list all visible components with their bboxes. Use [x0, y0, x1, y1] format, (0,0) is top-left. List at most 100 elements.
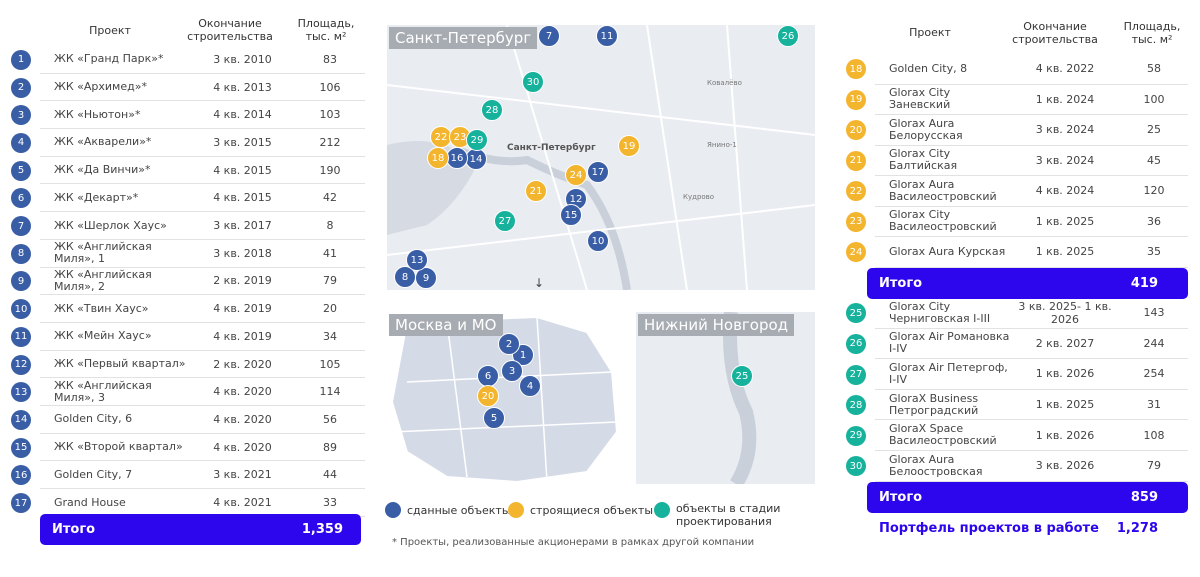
map-nn: Нижний Новгород — [636, 312, 815, 484]
project-name: ЖК «Первый квартал» — [54, 357, 186, 371]
map-marker-30[interactable]: 30 — [522, 71, 544, 93]
completion-date: 2 кв. 2020 — [213, 357, 272, 371]
table-row: ЖК «Второй квартал» 4 кв. 2020 89 — [40, 434, 365, 462]
map-marker-16[interactable]: 16 — [446, 147, 468, 169]
project-name: Glorax Aura Белоостровская — [889, 452, 983, 478]
map-marker-4[interactable]: 4 — [519, 375, 541, 397]
completion-date: 4 кв. 2015 — [213, 191, 272, 205]
table-row: Glorax Aura Белорусская 3 кв. 2024 25 — [875, 115, 1188, 146]
project-number-marker: 9 — [11, 271, 31, 292]
project-number-marker: 2 — [11, 77, 31, 98]
project-number-marker: 24 — [846, 242, 866, 263]
completion-date: 4 кв. 2021 — [213, 496, 272, 510]
left-header-end: Окончание строительства — [187, 17, 273, 43]
project-number-marker: 18 — [846, 59, 866, 80]
map-marker-25[interactable]: 25 — [731, 365, 753, 387]
completion-date: 1 кв. 2026 — [1035, 428, 1095, 442]
map-marker-7[interactable]: 7 — [538, 25, 560, 47]
completion-date: 3 кв. 2024 — [1035, 123, 1095, 137]
map-marker-14[interactable]: 14 — [465, 148, 487, 170]
footnote: * Проекты, реализованные акционерами в р… — [392, 537, 755, 548]
area-value: 36 — [1147, 214, 1161, 228]
map-marker-15[interactable]: 15 — [560, 204, 582, 226]
table-row: Glorax City Черниговская I-III 3 кв. 2025… — [875, 298, 1188, 329]
project-name: Glorax Aura Белорусская — [889, 116, 963, 142]
table-row: Glorax City Василеостровский 1 кв. 2025 36 — [875, 207, 1188, 237]
area-value: 41 — [323, 246, 337, 260]
table-row: ЖК «Английская Миля», 2 2 кв. 2019 79 — [40, 268, 365, 296]
map-marker-6[interactable]: 6 — [477, 365, 499, 387]
table-row: ЖК «Да Винчи»* 4 кв. 2015 190 — [40, 157, 365, 185]
project-number-marker: 23 — [846, 211, 866, 232]
portfolio-value: 1,278 — [1116, 520, 1158, 536]
project-name: ЖК «Архимед»* — [54, 80, 147, 94]
area-value: 244 — [1143, 336, 1165, 350]
map-marker-10[interactable]: 10 — [587, 230, 609, 252]
table-row: Golden City, 6 4 кв. 2020 56 — [40, 406, 365, 434]
map-marker-19[interactable]: 19 — [618, 135, 640, 157]
table-row: Golden City, 7 3 кв. 2021 44 — [40, 462, 365, 490]
map-marker-18[interactable]: 18 — [427, 147, 449, 169]
legend-construction: строящиеся объекты — [508, 502, 653, 518]
area-value: 89 — [323, 440, 337, 454]
legend-design: объекты в стадии проектирования — [654, 502, 794, 528]
nn-map-title: Нижний Новгород — [638, 314, 795, 336]
map-marker-23[interactable]: 23 — [449, 126, 471, 148]
map-marker-3[interactable]: 3 — [501, 360, 523, 382]
map-marker-21[interactable]: 21 — [525, 180, 547, 202]
project-number-marker: 4 — [11, 132, 31, 153]
map-marker-13[interactable]: 13 — [406, 249, 428, 271]
completion-date: 1 кв. 2025 — [1035, 398, 1095, 412]
map-marker-28[interactable]: 28 — [481, 99, 503, 121]
project-name: Glorax Aura Курская — [889, 244, 1006, 258]
map-marker-26[interactable]: 26 — [777, 25, 799, 47]
completion-date: 3 кв. 2024 — [1035, 153, 1095, 167]
completion-date: 4 кв. 2022 — [1035, 62, 1095, 76]
area-value: 42 — [323, 191, 337, 205]
right-total-construction: Итого 419 — [867, 268, 1188, 299]
spb-city-label: Санкт-Петербург — [507, 143, 596, 153]
right-header-area: Площадь, тыс. м² — [1123, 20, 1181, 46]
nn-map-background — [723, 312, 757, 484]
completion-date: 3 кв. 2015 — [213, 135, 272, 149]
project-number-marker: 10 — [11, 299, 31, 320]
project-name: Glorax City Балтийская — [889, 147, 958, 173]
area-value: 56 — [323, 412, 337, 426]
table-row: GloraX Business Петроградский 1 кв. 2025 3… — [875, 390, 1188, 421]
table-row: Grand House 4 кв. 2021 33 — [40, 489, 365, 517]
area-value: 20 — [323, 302, 337, 316]
table-row: ЖК «Твин Хаус» 4 кв. 2019 20 — [40, 295, 365, 323]
map-marker-27[interactable]: 27 — [494, 210, 516, 232]
map-marker-20[interactable]: 20 — [477, 385, 499, 407]
map-marker-17[interactable]: 17 — [587, 161, 609, 183]
table-row: ЖК «Английская Миля», 1 3 кв. 2018 41 — [40, 240, 365, 268]
map-marker-29[interactable]: 29 — [466, 129, 488, 151]
project-name: GloraX Space Василеостровский — [889, 422, 997, 448]
map-marker-2[interactable]: 2 — [498, 333, 520, 355]
place-kovalevo: Ковалёво — [707, 79, 742, 87]
map-marker-9[interactable]: 9 — [415, 267, 437, 289]
area-value: 120 — [1143, 184, 1165, 198]
table-row: Glorax Air Романовка I-IV 2 кв. 2027 244 — [875, 329, 1188, 360]
area-value: 33 — [323, 496, 337, 510]
left-total-label: Итого — [52, 522, 96, 537]
table-row: Glorax City Заневский 1 кв. 2024 100 — [875, 85, 1188, 115]
completion-date: 2 кв. 2019 — [213, 274, 272, 288]
map-marker-5[interactable]: 5 — [483, 407, 505, 429]
map-marker-24[interactable]: 24 — [565, 164, 587, 186]
completion-date: 1 кв. 2025 — [1035, 214, 1095, 228]
map-marker-8[interactable]: 8 — [394, 266, 416, 288]
area-value: 254 — [1143, 367, 1165, 381]
completion-date: 3 кв. 2017 — [213, 219, 272, 233]
project-number-marker: 29 — [846, 425, 866, 446]
completion-date: 4 кв. 2019 — [213, 329, 272, 343]
project-number-marker: 3 — [11, 105, 31, 126]
table-row: Glorax Air Петергоф, I-IV 1 кв. 2026 254 — [875, 359, 1188, 390]
left-header-area: Площадь, тыс. м² — [297, 17, 355, 43]
map-marker-11[interactable]: 11 — [596, 25, 618, 47]
project-name: ЖК «Да Винчи»* — [54, 163, 151, 177]
right-total2-label: Итого — [879, 490, 923, 505]
project-number-marker: 5 — [11, 160, 31, 181]
table-row: Glorax City Балтийская 3 кв. 2024 45 — [875, 146, 1188, 176]
left-total: Итого 1,359 — [40, 514, 361, 545]
